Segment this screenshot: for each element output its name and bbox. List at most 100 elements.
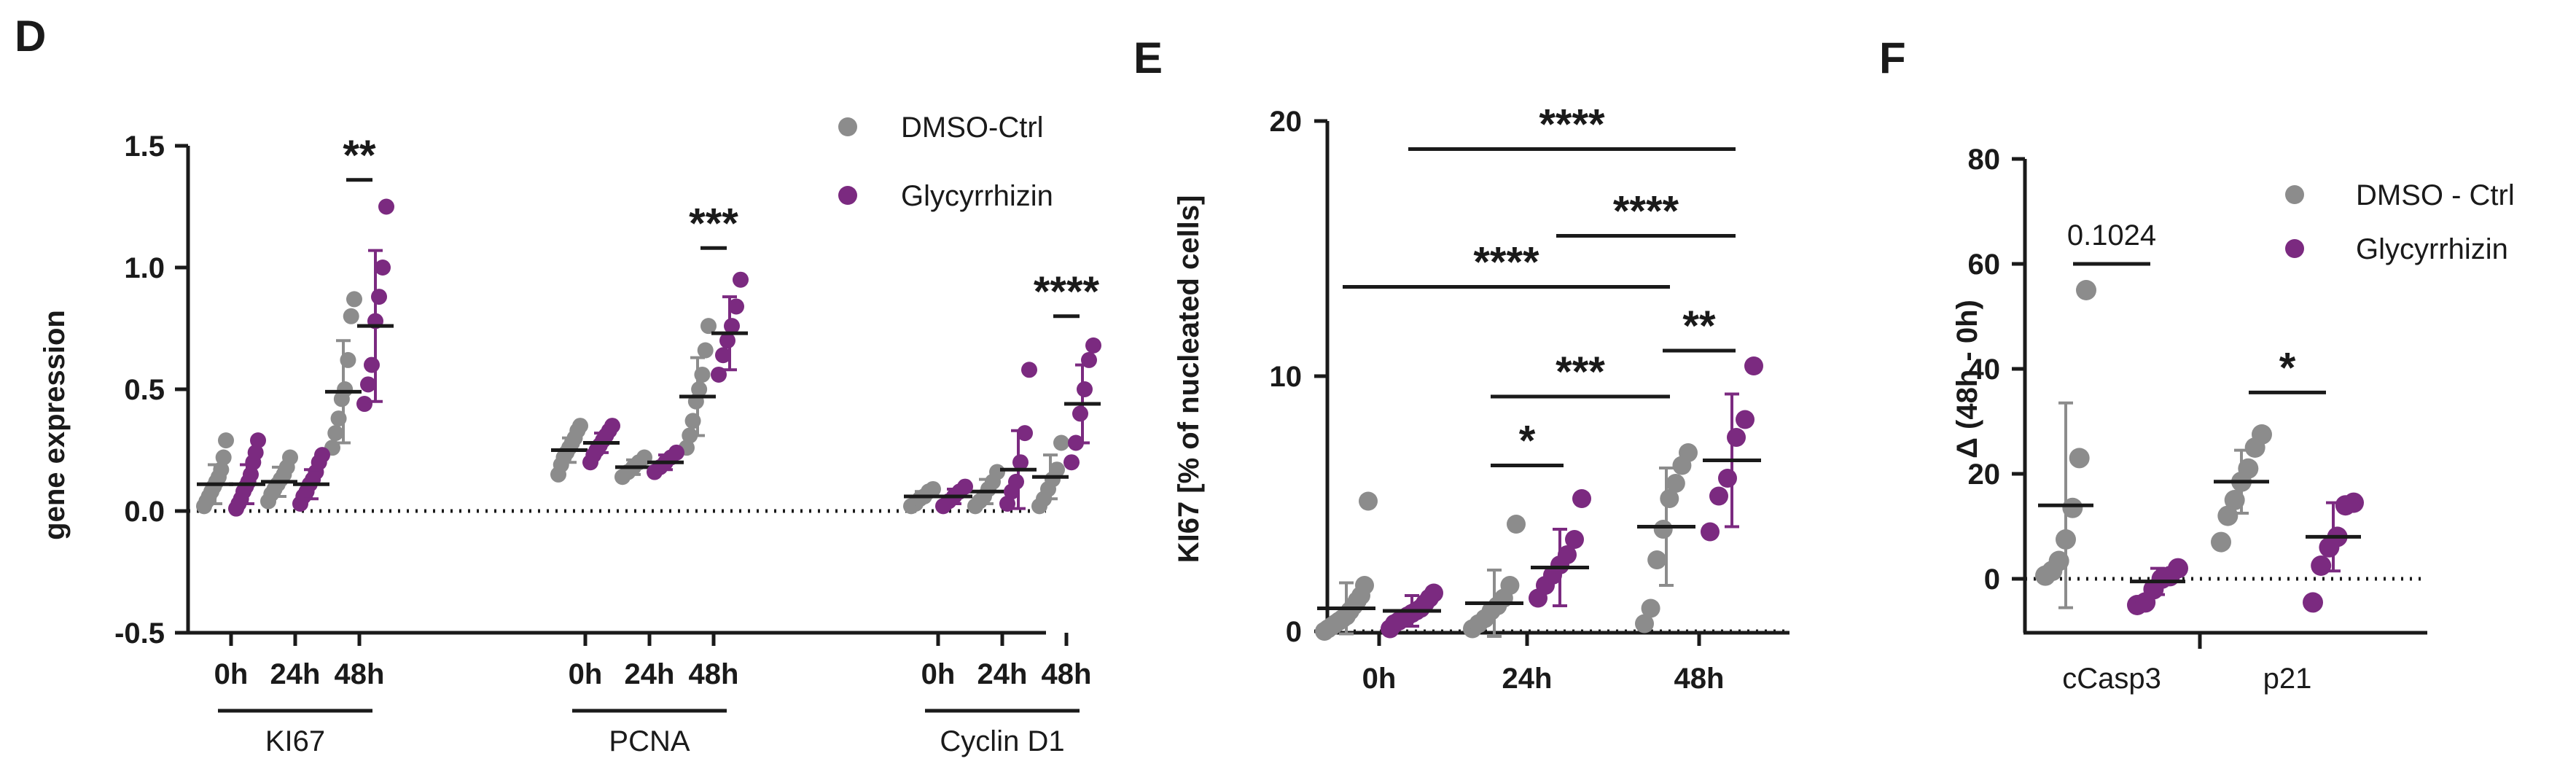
x-tick-label: p21 xyxy=(2263,663,2312,695)
data-point xyxy=(1647,550,1667,569)
significance-label: * xyxy=(1519,418,1536,465)
data-point xyxy=(1008,473,1024,490)
y-tick-label: 10 xyxy=(1270,361,1303,393)
x-tick-label: 24h xyxy=(977,658,1028,690)
y-tick-label: 20 xyxy=(1968,459,2001,491)
data-point xyxy=(1565,530,1584,549)
x-tick-label: 24h xyxy=(625,658,675,690)
y-tick-label: 0.0 xyxy=(124,496,165,528)
data-point xyxy=(1744,356,1763,375)
data-point xyxy=(1701,522,1720,542)
x-tick-label: 0h xyxy=(214,658,249,690)
panel-letter-f: F xyxy=(1879,34,1906,82)
y-axis-title: Δ (48h - 0h) xyxy=(1951,300,1983,459)
data-point xyxy=(1359,491,1378,511)
legend-swatch-ctrl xyxy=(838,117,857,136)
data-point xyxy=(2311,555,2332,576)
data-point xyxy=(314,447,330,464)
x-tick-label: 48h xyxy=(1674,663,1725,695)
data-point xyxy=(375,260,391,276)
group-label: KI67 xyxy=(265,725,325,757)
legend-swatch-ctrl xyxy=(2285,185,2304,204)
data-point xyxy=(1641,598,1660,618)
legend-label-glycyrrhizin: Glycyrrhizin xyxy=(2356,233,2508,265)
data-point xyxy=(1500,576,1520,595)
x-tick-label: 48h xyxy=(335,658,385,690)
data-point xyxy=(1635,614,1654,633)
data-point xyxy=(682,427,698,444)
significance-label: **** xyxy=(1539,101,1605,149)
data-point xyxy=(604,418,620,434)
data-point xyxy=(1507,515,1526,534)
data-point xyxy=(371,289,387,305)
y-tick-label: 1.5 xyxy=(124,130,165,163)
data-point xyxy=(1017,425,1033,442)
significance-label: ** xyxy=(343,132,376,179)
legend: DMSO-Ctrl Glycyrrhizin xyxy=(838,112,1053,212)
data-point xyxy=(1666,474,1685,493)
group-label: Cyclin D1 xyxy=(940,725,1064,757)
y-tick-label: 0 xyxy=(1984,563,2000,596)
x-tick-label: 48h xyxy=(689,658,739,690)
data-point xyxy=(2238,458,2259,479)
data-point xyxy=(1355,576,1374,595)
data-point xyxy=(360,376,376,393)
x-tick-label: 0h xyxy=(569,658,603,690)
panel-f: F Δ (48h - 0h) 0 20 40 60 80 cCasp3 p21 0.102… xyxy=(1879,34,2515,695)
data-point xyxy=(356,396,372,413)
data-point xyxy=(733,271,749,288)
legend: DMSO - Ctrl Glycyrrhizin xyxy=(2285,179,2515,265)
y-tick-label: 1.0 xyxy=(124,252,165,284)
x-tick-label: 24h xyxy=(270,658,321,690)
significance-label: *** xyxy=(689,200,738,247)
data-point xyxy=(1424,583,1443,603)
significance-label: *** xyxy=(1556,348,1605,396)
data-point xyxy=(724,318,740,335)
data-point xyxy=(215,449,232,466)
data-point xyxy=(1660,489,1679,508)
significance-label: **** xyxy=(1613,188,1679,235)
data-point xyxy=(989,464,1005,480)
data-point xyxy=(1077,381,1093,397)
group-label: PCNA xyxy=(609,725,690,757)
x-tick-label: cCasp3 xyxy=(2062,663,2161,695)
data-point xyxy=(1736,410,1755,429)
data-point xyxy=(691,381,708,397)
panel-letter-d: D xyxy=(15,12,46,61)
data-point xyxy=(247,444,264,461)
y-tick-label: 0 xyxy=(1286,616,1302,648)
data-point xyxy=(728,298,744,315)
data-point xyxy=(343,308,359,324)
y-tick-label: 80 xyxy=(1968,144,2001,176)
data-point xyxy=(1653,520,1673,539)
data-point xyxy=(346,291,362,308)
data-point xyxy=(337,381,354,397)
data-point xyxy=(1679,443,1698,462)
significance-label: 0.1024 xyxy=(2067,219,2156,251)
data-point xyxy=(668,444,684,461)
legend-swatch-glycyrrhizin xyxy=(2285,239,2304,258)
data-point xyxy=(1572,489,1591,508)
data-point xyxy=(1709,486,1728,506)
data-point xyxy=(957,478,973,495)
data-point xyxy=(1053,434,1069,451)
data-point xyxy=(700,318,717,335)
data-point xyxy=(250,432,266,449)
data-point xyxy=(364,356,380,373)
panel-letter-e: E xyxy=(1133,34,1163,82)
data-point xyxy=(2211,531,2231,553)
y-axis-title: KI67 [% of nucleated cells] xyxy=(1173,195,1205,563)
x-tick-label: 48h xyxy=(1042,658,1092,690)
data-point xyxy=(697,342,714,359)
data-point xyxy=(1021,362,1037,378)
data-point xyxy=(925,480,941,497)
data-point xyxy=(378,198,394,215)
data-point xyxy=(1085,337,1101,354)
data-point xyxy=(2062,497,2083,518)
data-point xyxy=(2069,448,2090,469)
y-tick-label: 60 xyxy=(1968,249,2001,281)
data-point xyxy=(1049,461,1065,478)
data-point xyxy=(1727,428,1746,447)
data-point xyxy=(1718,469,1737,488)
